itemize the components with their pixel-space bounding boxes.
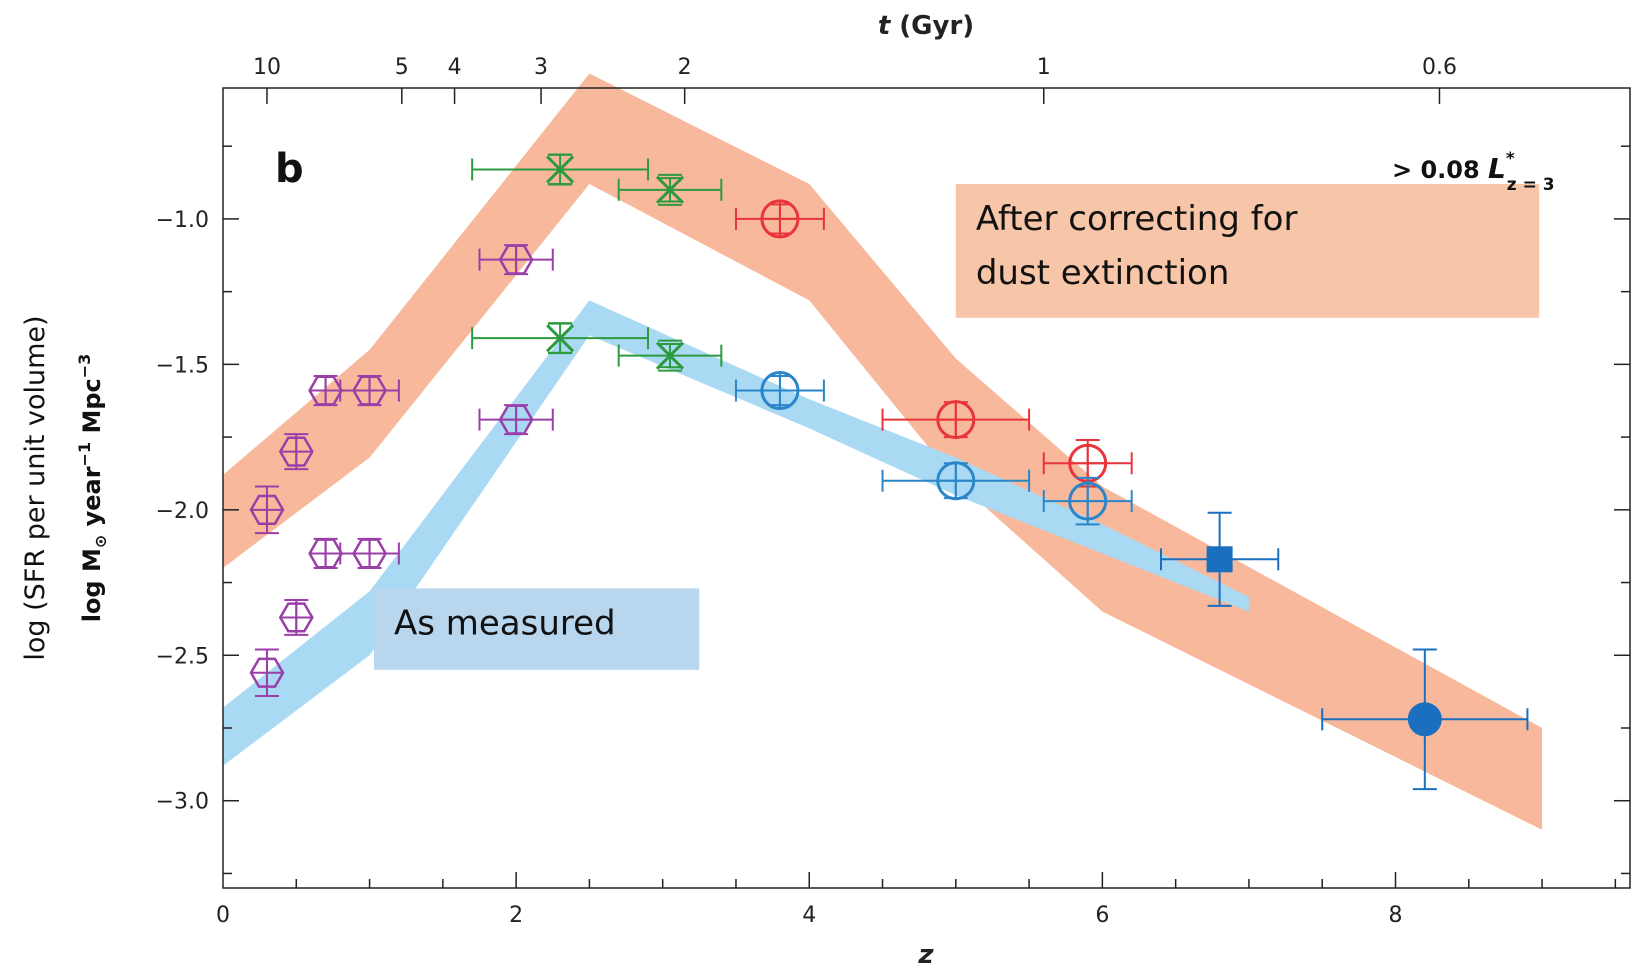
annotation-text: As measured bbox=[394, 603, 616, 643]
data-point bbox=[617, 173, 723, 206]
ticks: 0 2 4 6 8 −1.0 −1.5 −2.0 −2.5 −3.0 10 5 4 3 2 1 0.6 bbox=[156, 55, 1630, 928]
plot-frame bbox=[222, 87, 1631, 889]
band-dust-corrected bbox=[223, 73, 1543, 830]
y-axis-title-line1: log (SFR per unit volume) bbox=[20, 315, 51, 660]
annotation-text: After correcting for bbox=[976, 199, 1298, 239]
data-point bbox=[478, 404, 554, 436]
data-point bbox=[471, 322, 650, 355]
data-point bbox=[478, 244, 554, 276]
data-point bbox=[881, 400, 1031, 440]
top-tick-label: 0.6 bbox=[1422, 55, 1457, 80]
y-tick-label: −1.5 bbox=[156, 353, 209, 378]
ylabel-sun: ⊙ bbox=[91, 535, 110, 548]
panel-letter: b bbox=[275, 146, 304, 192]
y-tick-label: −3.0 bbox=[156, 790, 209, 815]
x-marker bbox=[655, 175, 685, 204]
y-axis-title-line2: log M⊙ year−1 Mpc−3 bbox=[75, 354, 110, 623]
x-marker bbox=[655, 341, 685, 370]
data-point bbox=[249, 485, 285, 535]
luminosity-prefix: > 0.08 bbox=[1392, 156, 1488, 184]
hexagon-marker bbox=[498, 404, 534, 435]
top-axis-title: t (Gyr) bbox=[878, 11, 974, 41]
annotation-box bbox=[373, 588, 700, 670]
top-tick-label: 5 bbox=[395, 55, 409, 80]
x-marker bbox=[546, 155, 575, 184]
x-tick-label: 4 bbox=[802, 903, 816, 928]
annotation-text: dust extinction bbox=[976, 253, 1230, 293]
x-tick-label: 0 bbox=[216, 903, 230, 928]
top-tick-label: 10 bbox=[253, 55, 281, 80]
data-point bbox=[249, 648, 285, 697]
square-marker bbox=[1206, 546, 1233, 573]
data-point bbox=[1321, 648, 1529, 791]
data-point bbox=[734, 199, 825, 239]
annotations: After correcting for dust extinction As me… bbox=[373, 184, 1540, 670]
y-tick-label: −2.0 bbox=[156, 499, 209, 524]
top-tick-label: 3 bbox=[534, 55, 548, 80]
data-point bbox=[308, 537, 344, 569]
top-tick-label: 1 bbox=[1037, 55, 1051, 80]
luminosity-sub: z = 3 bbox=[1507, 175, 1555, 195]
x-tick-label: 2 bbox=[509, 903, 523, 928]
annotation-box bbox=[955, 184, 1540, 318]
filled-circle-marker bbox=[1407, 702, 1442, 737]
data-point bbox=[308, 375, 344, 407]
top-tick-label: 4 bbox=[448, 55, 462, 80]
data-point bbox=[1042, 476, 1133, 526]
data-point bbox=[617, 339, 723, 372]
data-point bbox=[1160, 511, 1280, 607]
x-tick-label: 8 bbox=[1389, 903, 1403, 928]
x-tick-label: 6 bbox=[1095, 903, 1109, 928]
y-tick-label: −1.0 bbox=[156, 208, 209, 233]
data-points bbox=[249, 153, 1529, 791]
top-axis-unit: (Gyr) bbox=[890, 11, 974, 41]
top-axis-var: t bbox=[878, 11, 892, 41]
luminosity-sup: * bbox=[1506, 149, 1515, 169]
ylabel-mid2: Mpc bbox=[78, 378, 106, 442]
data-point bbox=[881, 461, 1031, 501]
data-point bbox=[339, 537, 400, 569]
x-axis-title: z bbox=[917, 940, 934, 970]
luminosity-symbol: L bbox=[1488, 152, 1506, 185]
y-tick-label: −2.5 bbox=[156, 644, 209, 669]
ylabel-sup1: −1 bbox=[75, 442, 94, 467]
data-point bbox=[734, 371, 825, 411]
hexagon-marker bbox=[498, 244, 534, 275]
luminosity-cut-label: > 0.08 L* z = 3 bbox=[1392, 149, 1555, 195]
x-marker bbox=[546, 324, 575, 353]
ylabel-sup2: −3 bbox=[75, 354, 94, 379]
data-point bbox=[278, 599, 314, 636]
top-tick-label: 2 bbox=[678, 55, 692, 80]
data-point bbox=[471, 153, 650, 186]
data-point bbox=[278, 433, 314, 471]
ylabel-mid: year bbox=[78, 466, 106, 534]
data-point bbox=[339, 375, 400, 407]
ylabel-pre: log M bbox=[78, 548, 106, 622]
